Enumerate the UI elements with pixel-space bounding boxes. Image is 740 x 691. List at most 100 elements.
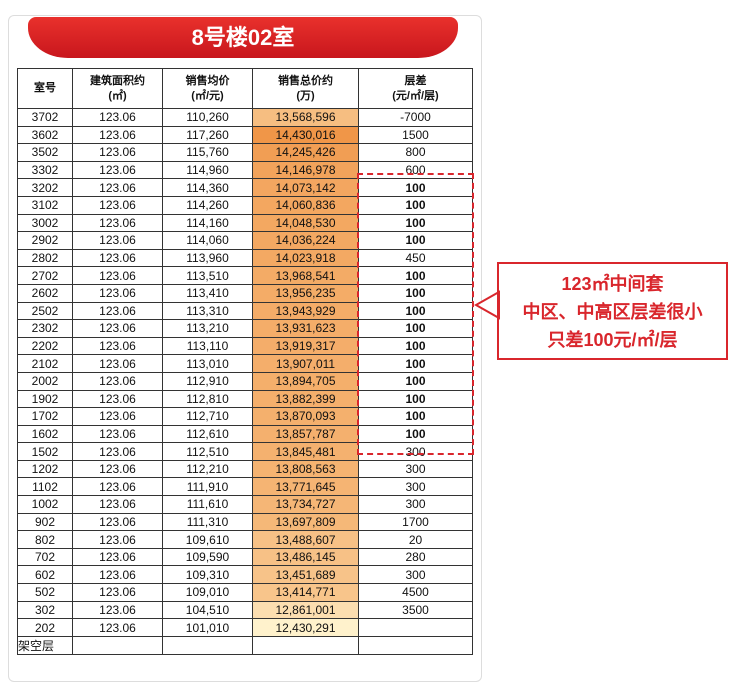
table-cell: 300 bbox=[358, 565, 473, 585]
table-cell: 2002 bbox=[17, 371, 73, 391]
table-cell: 13,956,235 bbox=[252, 283, 359, 303]
table-row: 2902 123.06 114,060 14,036,224 100 bbox=[17, 231, 473, 250]
table-cell: 100 bbox=[358, 266, 473, 285]
table-cell: 12,861,001 bbox=[252, 600, 359, 620]
table-cell: 14,048,530 bbox=[252, 213, 359, 233]
table-cell: 3002 bbox=[17, 213, 73, 233]
table-cell: -7000 bbox=[358, 108, 473, 127]
table-cell: 123.06 bbox=[72, 231, 163, 250]
highlight-box bbox=[357, 173, 474, 455]
column-header: 层差 (元/㎡/层) bbox=[358, 68, 473, 109]
table-cell: 13,568,596 bbox=[252, 108, 359, 127]
table-cell: 2902 bbox=[17, 231, 73, 250]
table-cell: 123.06 bbox=[72, 407, 163, 426]
table-cell: 113,110 bbox=[162, 336, 253, 356]
price-table: 室号 建筑面积约 (㎡) 销售均价 (㎡/元) 销售总价约 (万) 层差 (元/㎡/层) 370… bbox=[17, 68, 473, 655]
table-cell: 1702 bbox=[17, 407, 73, 426]
table-cell: 113,960 bbox=[162, 248, 253, 268]
table-cell: 3102 bbox=[17, 195, 73, 215]
table-cell: 110,260 bbox=[162, 108, 253, 127]
table-cell: 3302 bbox=[17, 160, 73, 180]
table-cell: 3702 bbox=[17, 108, 73, 127]
table-cell: 101,010 bbox=[162, 618, 253, 637]
table-cell: 13,488,607 bbox=[252, 530, 359, 549]
table-cell: 13,451,689 bbox=[252, 565, 359, 585]
table-row: 702 123.06 109,590 13,486,145 280 bbox=[17, 547, 473, 567]
table-row: 1702 123.06 112,710 13,870,093 100 bbox=[17, 407, 473, 426]
table-cell: 13,943,929 bbox=[252, 301, 359, 321]
table-cell: 100 bbox=[358, 389, 473, 409]
table-cell: 3602 bbox=[17, 125, 73, 145]
table-cell: 300 bbox=[358, 459, 473, 479]
callout-line: 只差100元/㎡/层 bbox=[547, 330, 678, 350]
table-row: 3502 123.06 115,760 14,245,426 800 bbox=[17, 143, 473, 162]
table-cell: 112,610 bbox=[162, 424, 253, 444]
table-row: 902 123.06 111,310 13,697,809 1700 bbox=[17, 512, 473, 532]
table-cell: 123.06 bbox=[72, 459, 163, 479]
table-cell: 12,430,291 bbox=[252, 618, 359, 637]
table-cell: 100 bbox=[358, 178, 473, 197]
table-cell: 300 bbox=[358, 442, 473, 461]
table-cell: 123.06 bbox=[72, 477, 163, 497]
table-cell: 113,210 bbox=[162, 319, 253, 338]
table-cell: 302 bbox=[17, 600, 73, 620]
table-cell: 114,260 bbox=[162, 195, 253, 215]
table-cell: 3202 bbox=[17, 178, 73, 197]
table-row: 1102 123.06 111,910 13,771,645 300 bbox=[17, 477, 473, 497]
table-row: 3702 123.06 110,260 13,568,596 -7000 bbox=[17, 108, 473, 127]
table-row: 1902 123.06 112,810 13,882,399 100 bbox=[17, 389, 473, 409]
table-cell: 123.06 bbox=[72, 178, 163, 197]
table-cell: 4500 bbox=[358, 583, 473, 602]
table-cell: 2202 bbox=[17, 336, 73, 356]
table-row: 202 123.06 101,010 12,430,291 bbox=[17, 618, 473, 637]
table-cell: 100 bbox=[358, 301, 473, 321]
table-cell: 13,931,623 bbox=[252, 319, 359, 338]
table-cell bbox=[252, 635, 359, 655]
table-cell: 114,060 bbox=[162, 231, 253, 250]
table-cell: 100 bbox=[358, 407, 473, 426]
table-cell: 111,910 bbox=[162, 477, 253, 497]
table-cell: 123.06 bbox=[72, 583, 163, 602]
column-header: 建筑面积约 (㎡) bbox=[72, 68, 163, 109]
header-line: (㎡/元) bbox=[191, 89, 224, 102]
table-cell: 113,310 bbox=[162, 301, 253, 321]
table-cell: 13,845,481 bbox=[252, 442, 359, 461]
table-cell: 123.06 bbox=[72, 248, 163, 268]
table-cell bbox=[358, 635, 473, 655]
table-cell: 13,919,317 bbox=[252, 336, 359, 356]
table-cell: 1902 bbox=[17, 389, 73, 409]
column-header: 销售总价约 (万) bbox=[252, 68, 359, 109]
table-cell: 123.06 bbox=[72, 301, 163, 321]
table-cell: 123.06 bbox=[72, 336, 163, 356]
table-cell: 123.06 bbox=[72, 495, 163, 514]
table-cell: 104,510 bbox=[162, 600, 253, 620]
header-line: 室号 bbox=[34, 82, 56, 94]
table-cell: 13,882,399 bbox=[252, 389, 359, 409]
table-row: 架空层 bbox=[17, 635, 473, 655]
table-row: 1002 123.06 111,610 13,734,727 300 bbox=[17, 495, 473, 514]
table-cell: 111,610 bbox=[162, 495, 253, 514]
table-cell: 2502 bbox=[17, 301, 73, 321]
table-cell: 1502 bbox=[17, 442, 73, 461]
table-row: 2802 123.06 113,960 14,023,918 450 bbox=[17, 248, 473, 268]
table-cell: 2102 bbox=[17, 354, 73, 373]
table-cell: 109,310 bbox=[162, 565, 253, 585]
table-cell: 3500 bbox=[358, 600, 473, 620]
table-cell: 13,968,541 bbox=[252, 266, 359, 285]
title-ribbon: 8号楼02室 bbox=[28, 17, 458, 58]
table-cell: 14,073,142 bbox=[252, 178, 359, 197]
table-cell: 123.06 bbox=[72, 547, 163, 567]
table-cell: 115,760 bbox=[162, 143, 253, 162]
table-cell: 300 bbox=[358, 477, 473, 497]
table-cell: 109,010 bbox=[162, 583, 253, 602]
table-cell: 13,734,727 bbox=[252, 495, 359, 514]
table-cell: 109,590 bbox=[162, 547, 253, 567]
table-cell: 1102 bbox=[17, 477, 73, 497]
table-cell: 14,146,978 bbox=[252, 160, 359, 180]
table-cell: 123.06 bbox=[72, 143, 163, 162]
table-cell: 114,960 bbox=[162, 160, 253, 180]
table-cell: 111,310 bbox=[162, 512, 253, 532]
table-cell: 123.06 bbox=[72, 512, 163, 532]
table-cell: 123.06 bbox=[72, 125, 163, 145]
table-row: 2702 123.06 113,510 13,968,541 100 bbox=[17, 266, 473, 285]
